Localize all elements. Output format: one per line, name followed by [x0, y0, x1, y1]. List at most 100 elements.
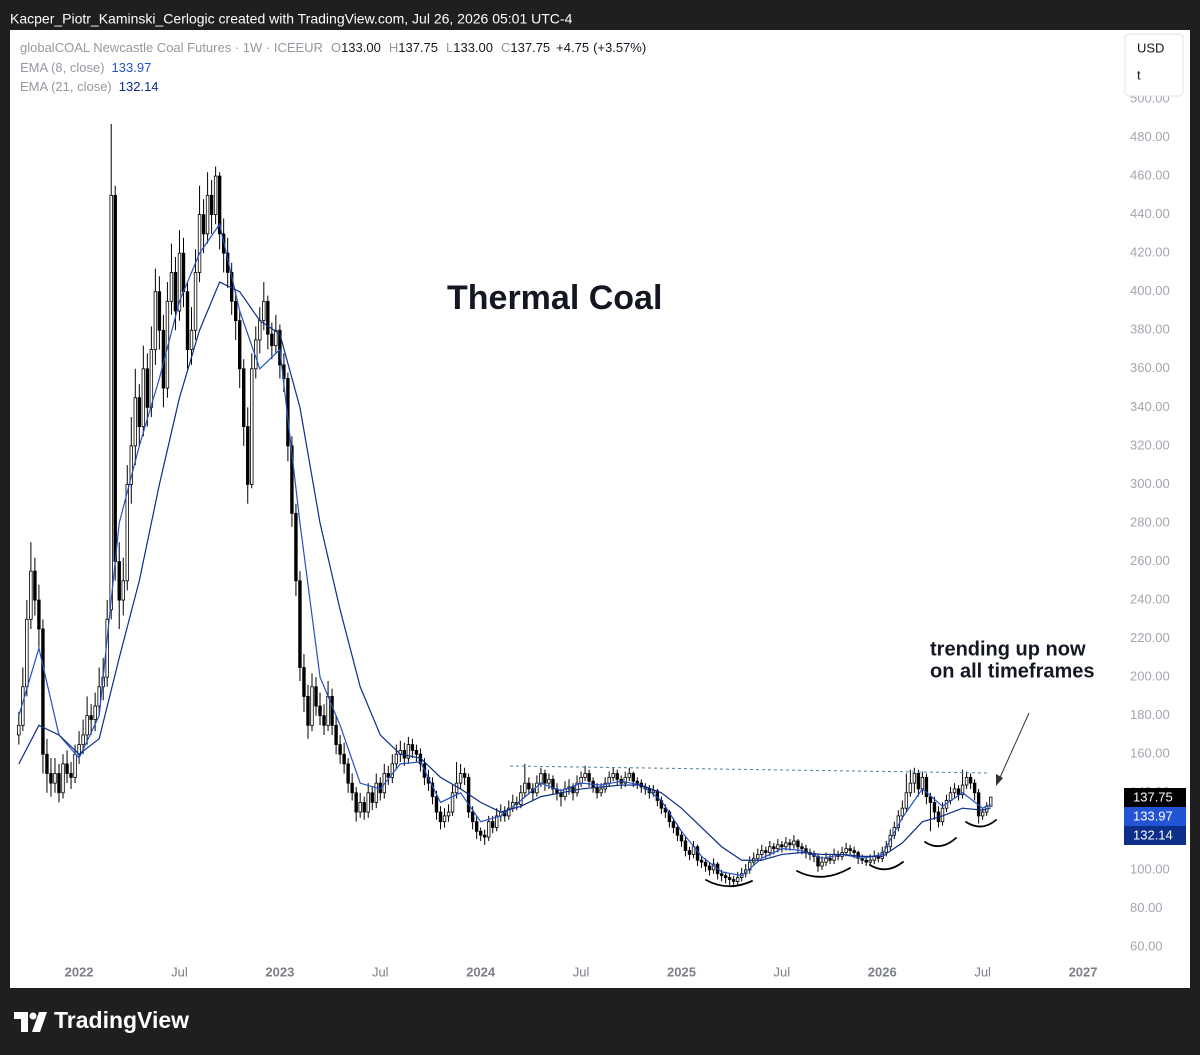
candle-body	[185, 291, 190, 350]
ohlc-label: L	[446, 40, 453, 55]
candle-body	[318, 705, 322, 717]
candle-body	[193, 272, 198, 331]
candle-body	[671, 821, 676, 828]
ema21-last: 132.14	[1133, 827, 1173, 842]
candle-body	[125, 484, 129, 582]
candle-body	[314, 686, 318, 707]
candle-body	[137, 397, 142, 428]
ema-line	[18, 281, 991, 861]
price-label-box	[1124, 788, 1186, 807]
candle-body	[824, 857, 828, 863]
candle-body	[916, 773, 921, 790]
candle-body	[727, 877, 732, 880]
candle-body	[181, 252, 186, 293]
candle-body	[278, 329, 282, 366]
candle-body	[788, 842, 792, 846]
y-tick-label: 400.00	[1130, 283, 1170, 298]
candle-body	[330, 696, 334, 726]
ema-line	[18, 222, 991, 877]
candle-body	[17, 724, 21, 736]
candle-body	[274, 329, 278, 347]
candle-body	[205, 194, 210, 235]
resistance-line	[509, 765, 991, 774]
candle-body	[25, 618, 29, 688]
annotation-arrow	[997, 712, 1030, 783]
candle-body	[29, 570, 33, 620]
candle-body	[258, 320, 262, 341]
candle-body	[964, 776, 969, 786]
y-tick-label: 60.00	[1130, 938, 1163, 953]
candle-body	[462, 773, 467, 778]
change: +4.75	[556, 40, 589, 55]
candle-body	[864, 859, 868, 863]
candle-body	[450, 792, 455, 813]
y-tick-label: 100.00	[1130, 861, 1170, 876]
ema21-label-box	[1124, 826, 1186, 845]
ema-legend: EMA (8, close) 133.97	[20, 60, 151, 75]
x-tick-label: Jul	[974, 964, 991, 979]
y-tick-label: 240.00	[1130, 591, 1170, 606]
candle-body	[611, 773, 615, 778]
candle-body	[350, 782, 354, 794]
candle-body	[631, 773, 635, 782]
candle-body	[707, 865, 712, 871]
annotation: trending up now	[930, 638, 1086, 660]
candle-body	[85, 715, 89, 736]
candle-body	[523, 782, 527, 794]
ohlc-value: 137.75	[398, 40, 438, 55]
ohlc-label: H	[389, 40, 398, 55]
candle-body	[675, 827, 680, 836]
chart-panel	[10, 30, 1190, 988]
y-tick-label: 180.00	[1130, 707, 1170, 722]
ohlc-value: 133.00	[453, 40, 493, 55]
ema8-last: 133.97	[1133, 808, 1173, 823]
y-tick-label: 340.00	[1130, 399, 1170, 414]
annotation: on all timeframes	[930, 660, 1095, 682]
candle-body	[157, 291, 162, 331]
candle-body	[924, 776, 929, 798]
candle-body	[109, 194, 113, 611]
currency-box[interactable]	[1124, 33, 1184, 97]
x-tick-label: 2025	[667, 964, 696, 979]
logo-mark	[29, 1012, 37, 1020]
candle-body	[651, 790, 656, 794]
candle-body	[57, 773, 61, 794]
candle-body	[482, 834, 487, 838]
candle-body	[587, 773, 591, 782]
candle-body	[735, 877, 740, 882]
candle-body	[868, 859, 872, 863]
candle-body	[262, 300, 266, 322]
y-tick-label: 80.00	[1130, 900, 1163, 915]
candle-body	[948, 792, 953, 801]
candle-body	[173, 272, 178, 312]
candle-body	[406, 744, 411, 759]
candle-body	[145, 368, 150, 408]
candle-body	[579, 776, 583, 784]
candle-body	[687, 850, 692, 855]
candle-body	[723, 875, 728, 878]
candle-body	[65, 763, 69, 774]
candle-body	[800, 846, 804, 850]
candle-body	[748, 861, 752, 871]
candle-body	[932, 802, 937, 813]
y-tick-label: 460.00	[1130, 168, 1170, 183]
candle-body	[968, 776, 973, 784]
candle-body	[354, 792, 358, 813]
candle-body	[366, 792, 370, 813]
candle-body	[434, 796, 439, 813]
y-tick-label: 280.00	[1130, 514, 1170, 529]
candle-body	[615, 773, 619, 780]
last-price: 137.75	[1133, 789, 1173, 804]
candle-body	[197, 214, 202, 273]
candle-body	[73, 753, 77, 778]
y-tick-label: 420.00	[1130, 245, 1170, 260]
candle-body	[772, 846, 776, 850]
ema8-label-box	[1124, 807, 1186, 826]
y-tick-label: 260.00	[1130, 553, 1170, 568]
candle-body	[290, 445, 294, 514]
candle-body	[699, 859, 704, 863]
candle-body	[37, 599, 41, 630]
candle-body	[298, 580, 302, 668]
